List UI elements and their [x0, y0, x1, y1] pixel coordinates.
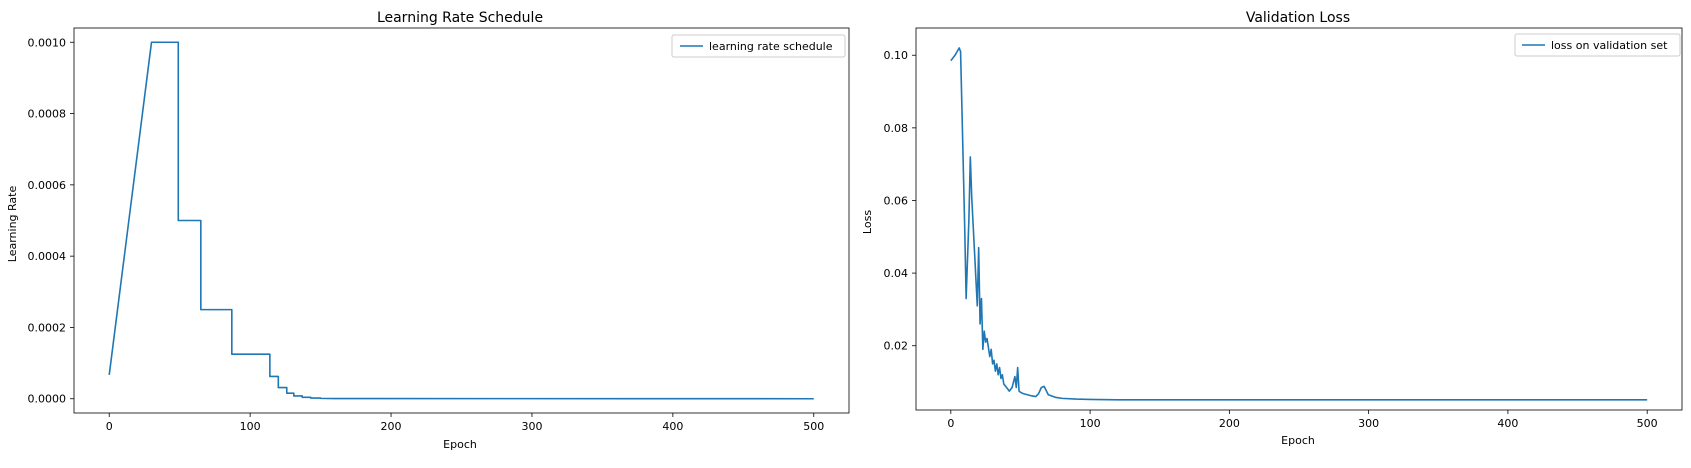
series-line: [108, 41, 814, 400]
x-tick-label: 300: [1358, 417, 1379, 430]
x-tick-label: 100: [1080, 417, 1101, 430]
axes-frame: [915, 27, 1683, 411]
x-tick-label: 500: [1637, 417, 1658, 430]
chart-title: Learning Rate Schedule: [377, 10, 543, 26]
legend-box: [1514, 33, 1681, 57]
learning-rate-chart: Learning Rate Schedule Epoch Learning Ra…: [6, 10, 850, 451]
y-tick-label: 0.06: [884, 194, 909, 207]
y-tick-label: 0.0002: [28, 321, 67, 334]
legend-label: learning rate schedule: [709, 40, 833, 53]
x-tick-label: 500: [803, 420, 824, 433]
x-tick-label: 300: [521, 420, 542, 433]
x-tick-label: 200: [381, 420, 402, 433]
x-axis-label: Epoch: [443, 438, 477, 451]
legend-label: loss on validation set: [1551, 39, 1668, 52]
plot-area: 0 100 200 300 400 500 0.0000 0.0002 0.0004 0.0006…: [28, 27, 850, 433]
axes-frame: [73, 27, 850, 414]
y-axis-label: Loss: [861, 210, 874, 234]
x-tick-label: 100: [240, 420, 261, 433]
plot-area: 0 100 200 300 400 500 0.02 0.04 0.06 0.08 0.10: [884, 27, 1683, 430]
y-tick-label: 0.02: [884, 340, 909, 353]
legend: learning rate schedule: [671, 34, 846, 58]
y-axis-label: Learning Rate: [6, 186, 19, 263]
x-axis-label: Epoch: [1281, 434, 1315, 447]
x-tick-label: 200: [1219, 417, 1240, 430]
x-tick-label: 400: [1497, 417, 1518, 430]
x-tick-label: 400: [662, 420, 683, 433]
series-line: [950, 47, 1648, 401]
y-tick-label: 0.10: [884, 49, 909, 62]
validation-loss-chart: Validation Loss Epoch Loss 0 100 200 300 400…: [861, 10, 1683, 447]
y-tick-label: 0.08: [884, 122, 909, 135]
y-tick-label: 0.0010: [28, 36, 67, 49]
y-tick-label: 0.0000: [28, 393, 67, 406]
y-tick-label: 0.0004: [28, 250, 67, 263]
y-tick-label: 0.0006: [28, 179, 67, 192]
x-tick-label: 0: [106, 420, 113, 433]
legend: loss on validation set: [1514, 33, 1681, 57]
legend-box: [671, 34, 846, 58]
y-tick-label: 0.04: [884, 267, 909, 280]
y-tick-label: 0.0008: [28, 108, 67, 121]
x-tick-label: 0: [947, 417, 954, 430]
chart-title: Validation Loss: [1246, 10, 1350, 26]
